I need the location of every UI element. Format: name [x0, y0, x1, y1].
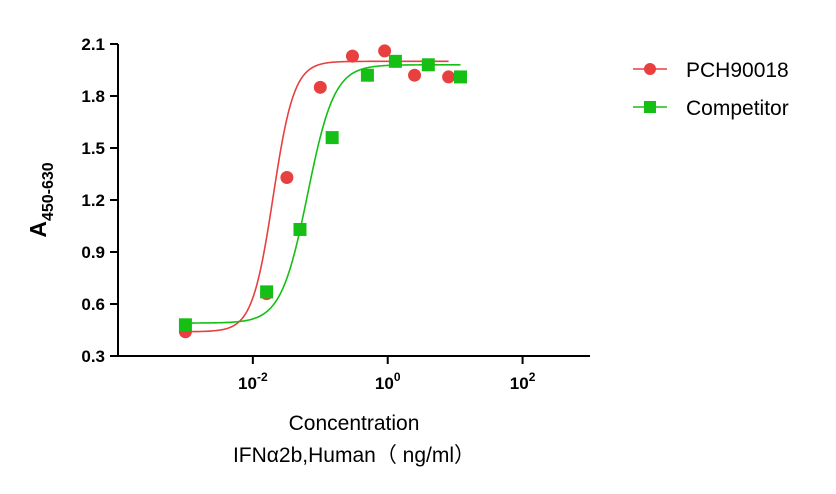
x-tick-base: 10: [238, 374, 257, 393]
data-point-competitor: [293, 222, 307, 236]
x-tick-exponent: -2: [257, 370, 268, 384]
x-tick-exponent: 2: [529, 370, 536, 384]
legend-marker-pch90018: [644, 63, 656, 75]
y-tick-label: 0.9: [81, 243, 105, 262]
fit-curves: [185, 60, 461, 333]
legend-item-pch90018: PCH90018: [633, 59, 789, 82]
data-point-competitor: [178, 318, 192, 332]
y-axis-title-subscript: 450-630: [40, 162, 57, 221]
x-tick-base: 10: [510, 374, 529, 393]
x-tick-label: 10-2: [238, 370, 268, 393]
legend-marker-competitor: [644, 101, 656, 113]
x-axis-title-line2: IFNα2b,Human（ ng/ml）: [233, 444, 475, 467]
data-point-pch90018: [313, 80, 327, 94]
data-point-pch90018: [345, 49, 359, 63]
x-tick-label: 102: [510, 370, 536, 393]
data-point-pch90018: [378, 44, 392, 58]
data-point-pch90018: [408, 68, 422, 82]
data-point-competitor: [453, 70, 467, 84]
fit-curve-pch90018: [185, 60, 449, 333]
legend-label-pch90018: PCH90018: [686, 59, 789, 82]
y-tick-label: 0.3: [81, 347, 105, 366]
y-axis-title-main: A: [25, 221, 51, 238]
x-tick-base: 10: [375, 374, 394, 393]
y-axis-title: A450-630: [25, 162, 57, 237]
data-point-competitor: [421, 58, 435, 72]
y-tick-label: 2.1: [81, 35, 105, 54]
data-point-competitor: [388, 54, 402, 68]
data-point-pch90018: [442, 70, 456, 84]
legend-label-competitor: Competitor: [686, 97, 789, 120]
x-tick-exponent: 0: [394, 370, 401, 384]
svg-text:A450-630: A450-630: [25, 162, 57, 237]
y-tick-label: 1.8: [81, 87, 105, 106]
y-tick-label: 1.5: [81, 139, 105, 158]
axes: 0.30.60.91.21.51.82.1 10-2 100 102: [81, 35, 590, 393]
data-markers: [178, 44, 467, 339]
fit-curve-competitor: [185, 64, 461, 324]
y-tick-label: 1.2: [81, 191, 105, 210]
x-ticks: 10-2 100 102: [238, 356, 536, 393]
data-point-competitor: [360, 68, 374, 82]
data-point-competitor: [260, 285, 274, 299]
legend-item-competitor: Competitor: [633, 97, 789, 120]
x-axis-title-line1: Concentration: [289, 412, 420, 435]
data-point-competitor: [325, 131, 339, 145]
legend: PCH90018 Competitor: [633, 59, 789, 120]
x-tick-label: 100: [375, 370, 401, 393]
y-tick-label: 0.6: [81, 295, 105, 314]
data-point-pch90018: [280, 170, 294, 184]
y-ticks: 0.3 0.6 0.9 1.2 1.5 1.8 2.1: [81, 35, 118, 366]
